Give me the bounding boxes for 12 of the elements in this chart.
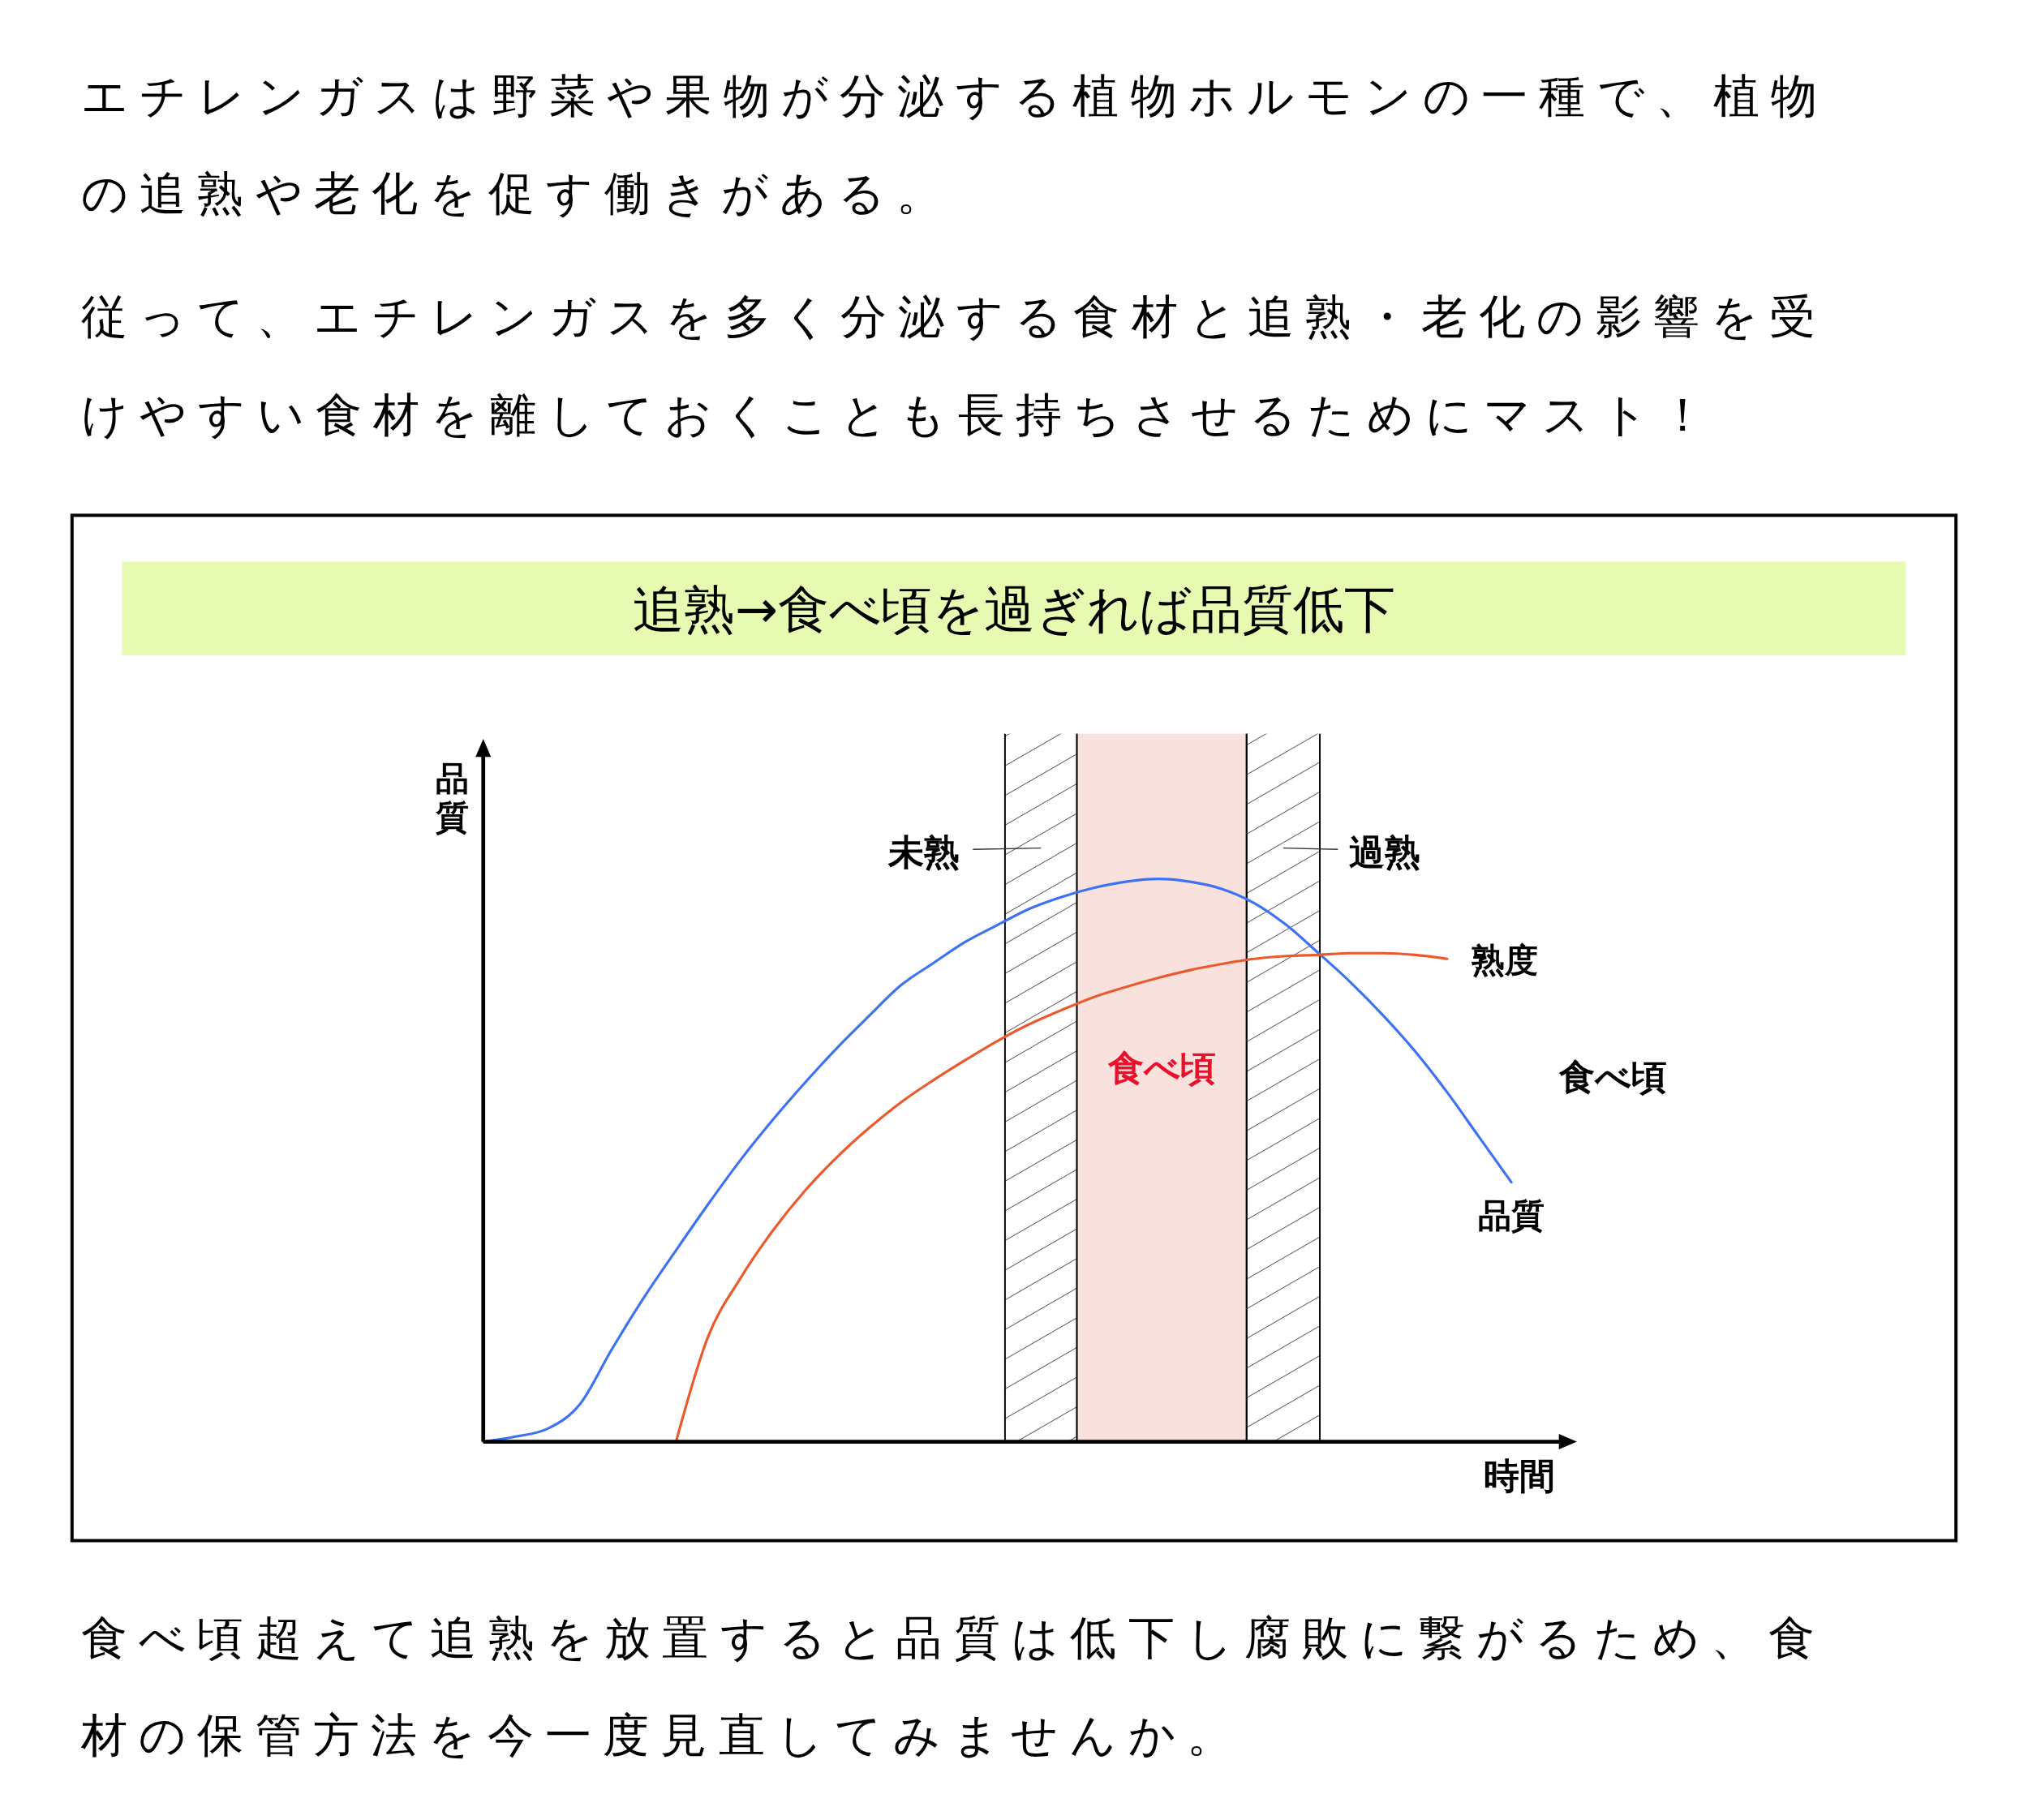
- series-label: 熟度: [1471, 941, 1539, 981]
- text: 従って、エチレンガスを多く分泌する食材と追熟・老化の影響を受けやすい食材を離しておくことも長持ちさせるためにマスト！: [80, 290, 1828, 441]
- text: エチレンガスは野菜や果物が分泌する植物ホルモンの一種で、植物の追熟や老化を促す働きがある。: [80, 68, 1829, 221]
- text: 過熟: [1349, 831, 1421, 874]
- x-axis-title: 時間: [1483, 1454, 1555, 1496]
- text: 未熟: [887, 831, 960, 874]
- text: 食べ頃超えて追熟を放置すると品質は低下し腐敗に繋がるため、食材の保管方法を今一度見直してみませんか。: [79, 1610, 1827, 1762]
- series-label: 品質: [1478, 1196, 1545, 1236]
- text: 食べ頃: [1558, 1056, 1667, 1098]
- chart-title: 追熟→食べ頃を過ぎれば品質低下: [632, 579, 1396, 640]
- annotation: 食べ頃: [1106, 1047, 1216, 1089]
- y-axis-title: 品質: [435, 759, 470, 837]
